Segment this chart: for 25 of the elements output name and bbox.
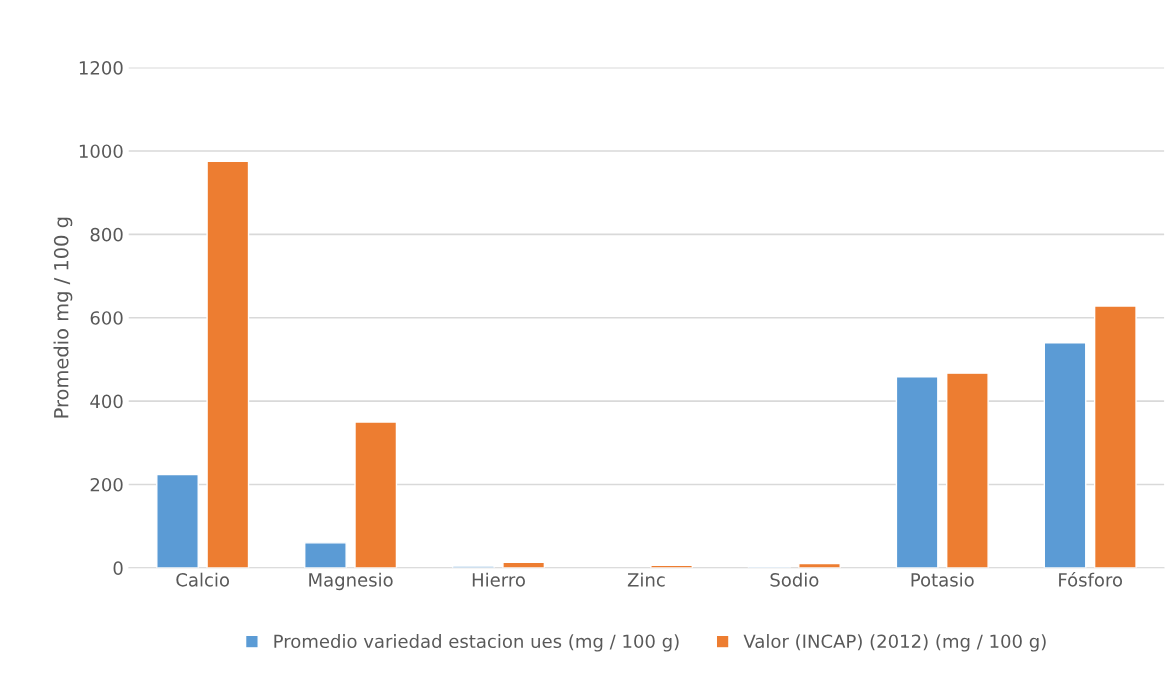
x-tick-label: Sodio — [770, 572, 819, 587]
bar — [1093, 305, 1137, 568]
x-tick-label: Potasio — [911, 572, 974, 587]
y-tick-label: 400 — [90, 394, 123, 409]
y-tick-label: 1000 — [79, 144, 123, 159]
y-axis-title: Promedio mg / 100 g — [53, 217, 73, 418]
bar — [354, 421, 398, 568]
bar — [1043, 342, 1087, 568]
legend-label: Promedio variedad estacion ues (mg / 100 g) — [274, 634, 679, 652]
x-tick-label: Calcio — [176, 572, 230, 587]
y-tick-label: 800 — [90, 227, 123, 242]
bar — [206, 160, 250, 568]
x-tick-label: Magnesio — [309, 572, 393, 591]
bar — [304, 542, 347, 568]
y-tick-label: 0 — [113, 561, 123, 575]
x-tick-label: Zinc — [627, 572, 665, 587]
bar — [946, 372, 989, 568]
legend-label: Valor (INCAP) (2012) (mg / 100 g) — [743, 634, 1046, 652]
y-tick-label: 600 — [90, 311, 123, 325]
bar — [156, 473, 199, 568]
x-tick-label: Fósforo — [1059, 571, 1123, 587]
bar — [895, 376, 939, 568]
x-tick-label: Hierro — [472, 572, 525, 587]
y-tick-label: 200 — [90, 477, 123, 492]
y-tick-label: 1200 — [79, 61, 123, 75]
